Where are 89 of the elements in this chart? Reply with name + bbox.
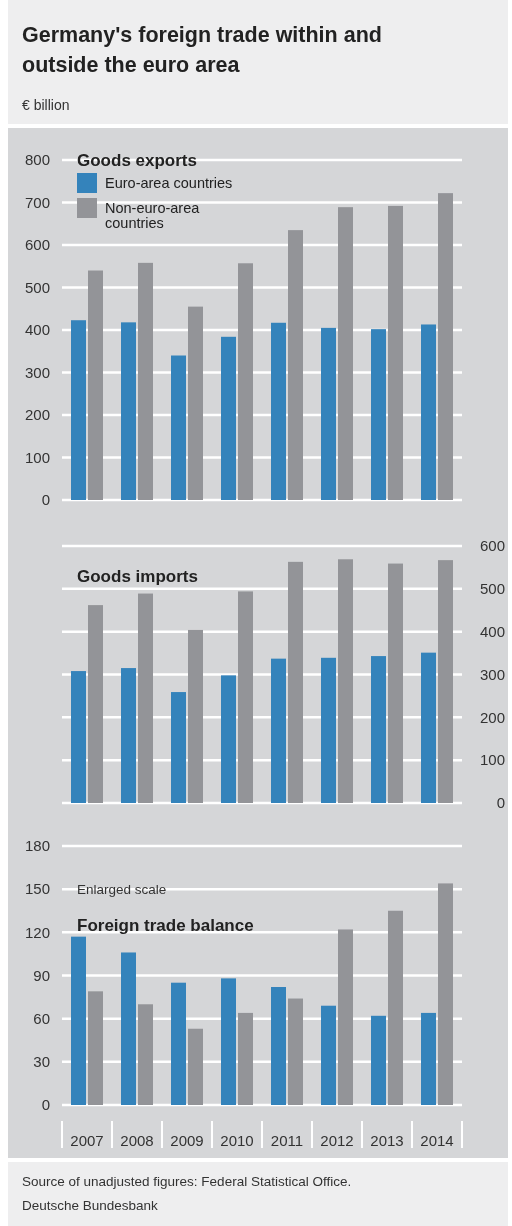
- legend-label: Euro-area countries: [105, 175, 233, 192]
- bar: [188, 306, 203, 500]
- bar: [88, 270, 103, 500]
- bar: [288, 230, 303, 500]
- y-tick-label: 0: [41, 1096, 50, 1114]
- bar: [288, 561, 303, 803]
- bar: [421, 652, 436, 803]
- text: Goods imports: [77, 566, 198, 586]
- bar: [238, 591, 253, 803]
- bar: [271, 322, 286, 500]
- bar: [438, 193, 453, 500]
- y-tick-label: 150: [24, 880, 50, 898]
- bar: [288, 998, 303, 1105]
- x-tick-label: 2012: [320, 1132, 354, 1150]
- bar: [138, 593, 153, 803]
- bar: [221, 675, 236, 803]
- bar: [71, 320, 86, 500]
- y-tick-label: 200: [24, 406, 50, 424]
- legend-label: Non-euro-area countries: [105, 200, 201, 231]
- y-tick-label: 400: [24, 321, 50, 339]
- y2-tick-label: 600: [479, 537, 505, 555]
- bar: [438, 560, 453, 803]
- y2-tick-label: 300: [479, 665, 505, 683]
- bar: [171, 355, 186, 500]
- x-tick-label: 2010: [220, 1132, 254, 1150]
- y-tick-label: 30: [33, 1053, 50, 1071]
- y-tick-label: 60: [33, 1009, 50, 1027]
- annotation: Enlarged scale: [77, 881, 167, 897]
- y-tick-label: 0: [41, 491, 50, 509]
- y-tick-label: 120: [24, 923, 50, 941]
- y-axis-title: € billion: [22, 97, 70, 113]
- bar: [371, 656, 386, 803]
- y2-tick-label: 500: [479, 580, 505, 598]
- y-tick-label: 700: [24, 193, 50, 211]
- bar: [371, 1015, 386, 1105]
- bar: [238, 263, 253, 500]
- bar: [188, 629, 203, 803]
- bar: [388, 910, 403, 1105]
- bar: [138, 1004, 153, 1105]
- text: Foreign trade balance: [77, 915, 254, 935]
- y-tick-label: 500: [24, 278, 50, 296]
- bar: [421, 324, 436, 500]
- x-tick-label: 2014: [420, 1132, 454, 1150]
- bar: [388, 205, 403, 500]
- y-tick-label: 300: [24, 363, 50, 381]
- bar: [221, 978, 236, 1105]
- x-tick-label: 2008: [120, 1132, 154, 1150]
- bar: [71, 671, 86, 803]
- x-tick-label: 2011: [270, 1132, 304, 1150]
- bar: [121, 668, 136, 803]
- x-tick-label: 2007: [70, 1132, 104, 1150]
- bar: [171, 982, 186, 1105]
- bar: [438, 883, 453, 1105]
- y2-tick-label: 400: [479, 622, 505, 640]
- x-tick-label: 2013: [370, 1132, 404, 1150]
- y-tick-label: 600: [24, 236, 50, 254]
- bar: [238, 1012, 253, 1105]
- y-tick-label: 90: [33, 966, 50, 984]
- y2-tick-label: 100: [479, 751, 505, 769]
- y2-tick-label: 0: [496, 794, 505, 812]
- bar: [338, 559, 353, 803]
- chart-subtitle: Goods exports: [77, 150, 197, 170]
- y-tick-label: 180: [24, 837, 50, 855]
- bar: [338, 929, 353, 1105]
- bar: [271, 987, 286, 1105]
- bar: [388, 563, 403, 803]
- bar: [171, 692, 186, 803]
- bar: [188, 1028, 203, 1105]
- x-tick-label: 2009: [170, 1132, 204, 1150]
- bar: [138, 262, 153, 500]
- bar: [321, 1005, 336, 1105]
- bar: [121, 952, 136, 1105]
- bar: [121, 322, 136, 500]
- bar: [271, 658, 286, 803]
- bar: [338, 207, 353, 500]
- source-note: Source of unadjusted figures: Federal Statistical Office.: [22, 1174, 352, 1189]
- chart-title: Germany's foreign trade within and outside the euro area: [22, 23, 382, 77]
- y2-tick-label: 200: [479, 708, 505, 726]
- bar: [321, 327, 336, 500]
- bar: [88, 605, 103, 803]
- y-tick-label: 100: [24, 448, 50, 466]
- bar: [371, 329, 386, 500]
- bar: [88, 991, 103, 1105]
- bar: [321, 657, 336, 803]
- bar: [421, 1012, 436, 1105]
- bar: [71, 936, 86, 1105]
- y-tick-label: 800: [24, 151, 50, 169]
- text: Deutsche Bundesbank: [22, 1198, 159, 1213]
- bar: [221, 336, 236, 500]
